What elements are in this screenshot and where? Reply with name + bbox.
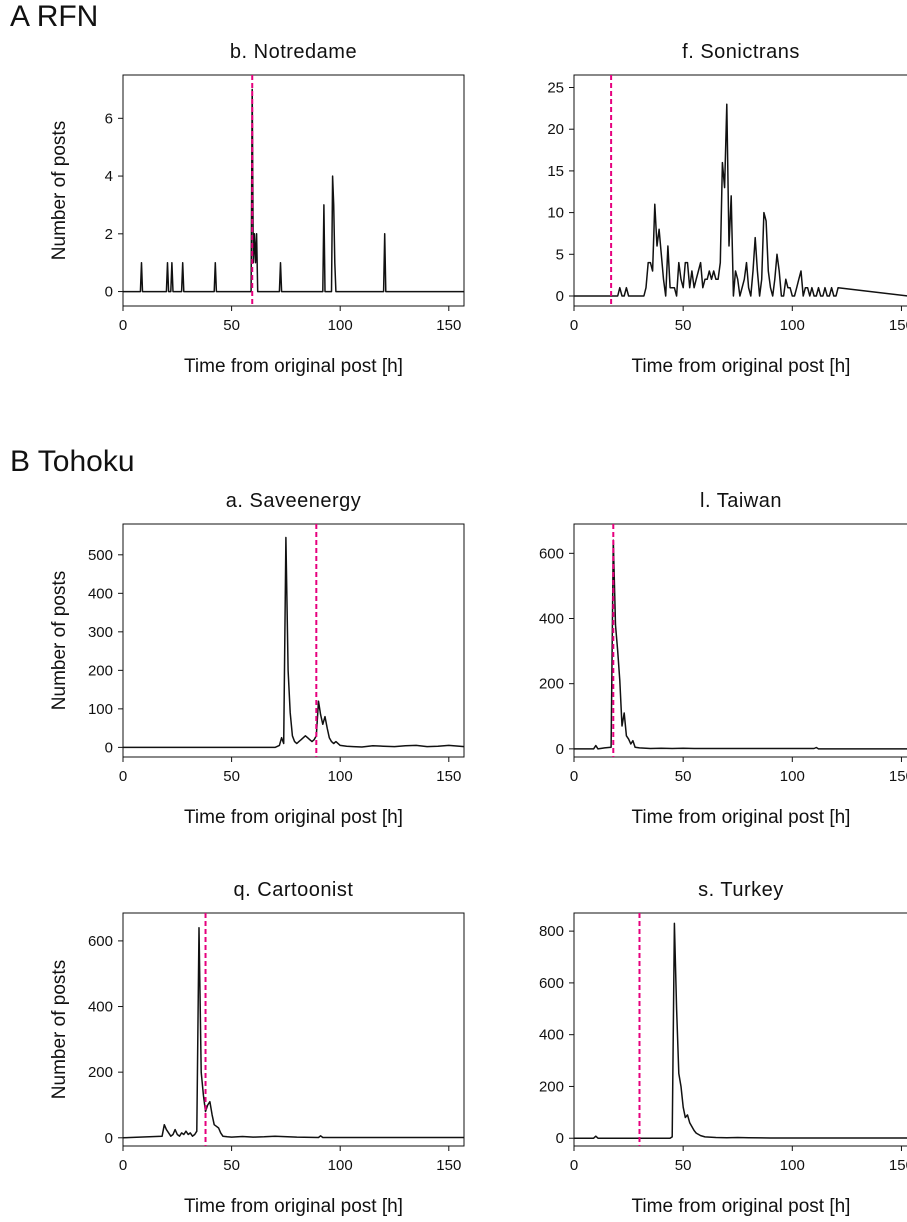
x-axis-title: Time from original post [h]	[632, 1196, 851, 1217]
x-tick-label: 50	[675, 1157, 692, 1174]
y-tick-label: 300	[88, 624, 113, 641]
x-tick-label: 100	[780, 768, 805, 785]
y-tick-label: 500	[88, 547, 113, 564]
x-axis-title: Time from original post [h]	[184, 1196, 403, 1217]
x-tick-label: 50	[675, 317, 692, 334]
y-tick-label: 600	[88, 933, 113, 950]
y-tick-label: 200	[88, 1064, 113, 1081]
series-line	[574, 103, 907, 297]
section-label-rfn: A RFN	[10, 0, 99, 33]
x-tick-label: 150	[436, 1157, 461, 1174]
x-tick-label: 50	[223, 768, 240, 785]
x-tick-label: 150	[436, 317, 461, 334]
y-axis-title: Number of posts	[49, 571, 70, 710]
x-axis-title: Time from original post [h]	[184, 807, 403, 828]
x-tick-label: 100	[780, 1157, 805, 1174]
x-tick-label: 0	[119, 1157, 127, 1174]
chart-panel-1: f. Sonictrans 0 5 10 15 20 25 0 50 100 150 Time fro…	[547, 41, 907, 377]
y-tick-label: 25	[547, 80, 564, 97]
y-axis-title: Number of posts	[49, 960, 70, 1099]
x-tick-label: 150	[889, 317, 907, 334]
x-tick-label: 100	[328, 768, 353, 785]
x-tick-label: 0	[119, 317, 127, 334]
plot-frame	[573, 523, 907, 758]
chart-panel-0: b. Notredame 0 2 4 6 0 50 100 150 Time from origi…	[49, 41, 465, 377]
chart-panel-5: s. Turkey 0 200 400 600 800 0 50 100 150 Time from…	[539, 879, 907, 1217]
series-line	[122, 927, 464, 1139]
section-label-tohoku: B Tohoku	[10, 445, 135, 478]
chart-panel-2: a. Saveenergy 0 100 200 300 400 500 0 50 100 150 Ti…	[49, 490, 465, 828]
y-tick-label: 0	[105, 284, 113, 301]
x-tick-label: 0	[570, 768, 578, 785]
y-tick-label: 0	[105, 739, 113, 756]
plot-frame	[122, 912, 465, 1147]
x-tick-label: 100	[780, 317, 805, 334]
x-tick-label: 100	[328, 317, 353, 334]
x-tick-label: 50	[223, 317, 240, 334]
y-tick-label: 100	[88, 701, 113, 718]
y-tick-label: 400	[88, 999, 113, 1016]
y-tick-label: 20	[547, 121, 564, 138]
y-tick-label: 10	[547, 205, 564, 222]
y-tick-label: 6	[105, 110, 113, 127]
panel-title: l. Taiwan	[700, 490, 782, 512]
series-line	[123, 536, 465, 749]
series-line	[574, 539, 907, 750]
x-tick-label: 150	[436, 768, 461, 785]
y-tick-label: 800	[539, 923, 564, 940]
panel-title: q. Cartoonist	[234, 879, 354, 901]
y-tick-label: 200	[539, 676, 564, 693]
plot-frame	[573, 74, 907, 307]
y-tick-label: 0	[556, 741, 564, 758]
y-tick-label: 2	[105, 226, 113, 243]
panel-title: s. Turkey	[698, 879, 784, 901]
chart-panel-4: q. Cartoonist 0 200 400 600 0 50 100 150 Time fro…	[49, 879, 465, 1217]
plot-frame	[122, 523, 465, 758]
y-tick-label: 400	[539, 1027, 564, 1044]
y-tick-label: 600	[539, 975, 564, 992]
x-tick-label: 0	[119, 768, 127, 785]
panel-title: f. Sonictrans	[682, 41, 800, 63]
x-axis-title: Time from original post [h]	[632, 807, 851, 828]
chart-panel-3: l. Taiwan 0 200 400 600 0 50 100 150 Time from or…	[539, 490, 907, 828]
y-tick-label: 0	[556, 288, 564, 305]
series-line	[574, 922, 907, 1139]
series-line	[123, 88, 464, 293]
y-tick-label: 0	[556, 1130, 564, 1147]
y-tick-label: 0	[105, 1130, 113, 1147]
x-tick-label: 50	[223, 1157, 240, 1174]
x-axis-title: Time from original post [h]	[184, 356, 403, 377]
x-tick-label: 0	[570, 317, 578, 334]
y-tick-label: 600	[539, 545, 564, 562]
plot-frame	[122, 74, 465, 307]
y-tick-label: 400	[88, 585, 113, 602]
y-tick-label: 200	[539, 1078, 564, 1095]
x-tick-label: 100	[328, 1157, 353, 1174]
y-tick-label: 400	[539, 611, 564, 628]
x-tick-label: 150	[889, 768, 907, 785]
x-axis-title: Time from original post [h]	[632, 356, 851, 377]
y-tick-label: 5	[556, 246, 564, 263]
x-tick-label: 0	[570, 1157, 578, 1174]
y-tick-label: 200	[88, 662, 113, 679]
x-tick-label: 50	[675, 768, 692, 785]
y-tick-label: 15	[547, 163, 564, 180]
y-tick-label: 4	[105, 168, 113, 185]
panel-title: b. Notredame	[230, 41, 357, 63]
x-tick-label: 150	[889, 1157, 907, 1174]
panel-title: a. Saveenergy	[226, 490, 361, 512]
plot-frame	[573, 912, 907, 1147]
y-axis-title: Number of posts	[49, 121, 70, 260]
